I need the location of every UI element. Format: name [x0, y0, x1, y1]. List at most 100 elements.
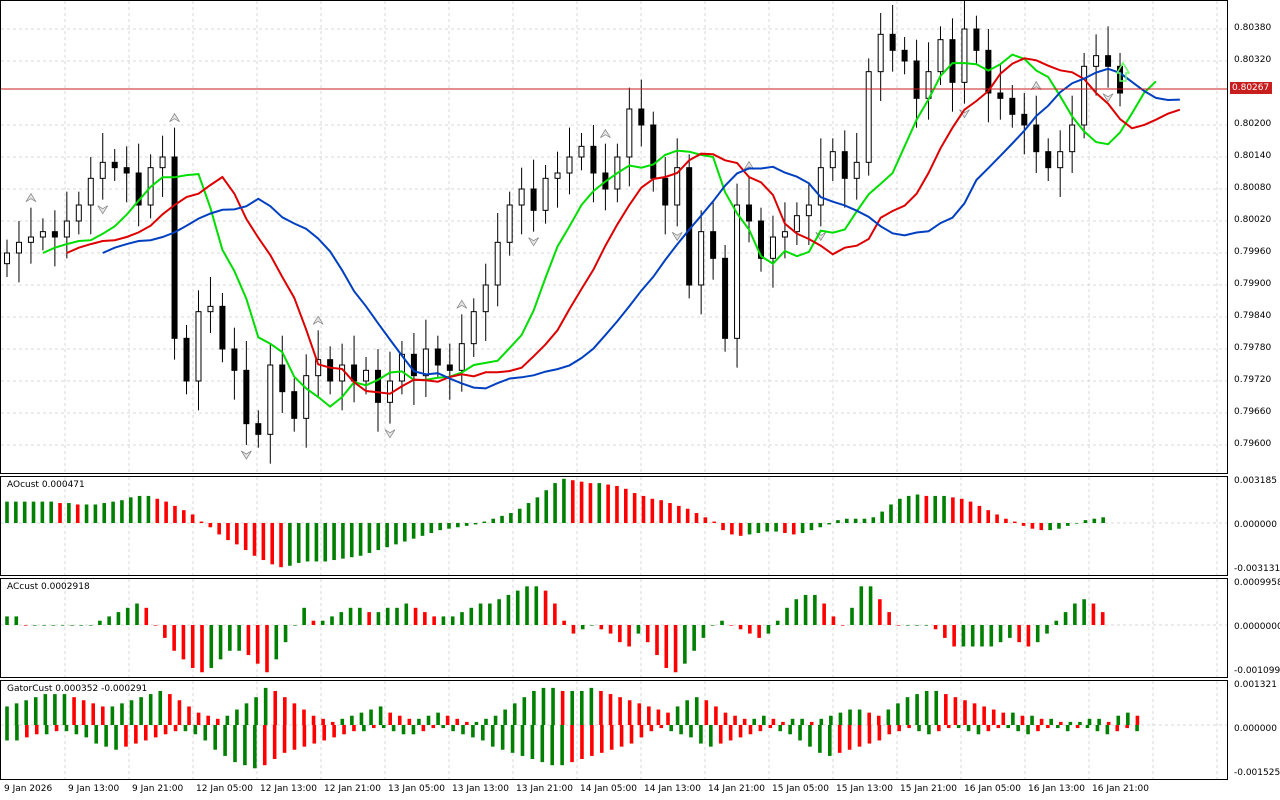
candle-body	[662, 177, 669, 206]
candle-body	[446, 364, 453, 371]
gator-bar	[530, 725, 535, 760]
gator-bar	[53, 694, 57, 725]
gator-bar	[62, 694, 67, 725]
gator-bar	[679, 725, 683, 735]
gator-bar	[388, 712, 392, 725]
histogram-bar	[747, 523, 752, 535]
gator-bar	[24, 700, 28, 725]
histogram-bar	[599, 625, 604, 630]
histogram-bar	[200, 625, 204, 673]
gator-bar	[771, 718, 776, 725]
histogram-bar	[164, 501, 168, 523]
gator-bar	[532, 690, 536, 725]
histogram-bar	[235, 523, 239, 545]
histogram-bar	[924, 495, 929, 523]
candle-body	[4, 252, 10, 265]
time-axis-label: 9 Jan 13:00	[68, 784, 120, 794]
histogram-bar	[385, 607, 390, 625]
gator-pane[interactable]: GatorCust 0.000352 -0.000291	[0, 680, 1228, 780]
histogram-bar	[429, 523, 434, 533]
histogram-bar	[432, 616, 436, 625]
histogram-bar	[668, 503, 672, 523]
gator-bar	[1058, 721, 1063, 725]
histogram-bar	[692, 625, 696, 651]
mid-ma-line	[66, 57, 1181, 395]
gator-bar	[1125, 725, 1129, 729]
fractal-arrow	[1030, 80, 1042, 91]
candle-body	[626, 108, 633, 158]
gator-bar	[781, 721, 785, 725]
histogram-bar	[765, 523, 770, 532]
histogram-bar	[783, 523, 787, 533]
histogram-bar	[478, 603, 483, 625]
histogram-bar	[237, 625, 241, 651]
candle-body	[267, 364, 274, 435]
histogram-bar	[293, 625, 297, 626]
candle-body	[458, 343, 465, 371]
gator-bar	[193, 725, 198, 735]
price-axis-label: 0.79900	[1234, 279, 1272, 289]
histogram-bar	[859, 586, 864, 625]
gator-bar	[907, 725, 911, 729]
histogram-bar	[898, 498, 902, 523]
histogram-bar	[190, 625, 195, 668]
ao-title: AOcust 0.000471	[7, 480, 85, 490]
histogram-bar	[144, 607, 149, 625]
gator-bar	[417, 718, 421, 725]
gator-bar	[158, 690, 163, 725]
histogram-bar	[588, 483, 593, 523]
gator-bar	[590, 725, 594, 756]
histogram-bar	[977, 505, 982, 523]
gator-bar	[397, 715, 402, 725]
histogram-bar	[413, 607, 418, 625]
histogram-bar	[738, 523, 743, 536]
histogram-bar	[482, 521, 487, 523]
histogram-bar	[685, 508, 690, 523]
gator-bar	[34, 725, 39, 735]
gator-bar	[484, 718, 488, 725]
gator-bar	[848, 709, 852, 725]
histogram-bar	[535, 497, 540, 523]
fractal-arrow	[384, 429, 396, 439]
time-axis-label: 14 Jan 05:00	[580, 784, 637, 794]
gator-bar	[818, 725, 822, 753]
histogram-bar	[460, 612, 464, 625]
histogram-bar	[23, 625, 28, 626]
histogram-bar	[862, 518, 867, 523]
candle-body	[650, 124, 657, 179]
histogram-bar	[423, 612, 427, 625]
gator-bar	[14, 703, 19, 725]
gator-bar	[1055, 725, 1060, 729]
gator-bar	[322, 725, 327, 741]
candle-body	[279, 364, 286, 393]
histogram-bar	[1066, 523, 1070, 526]
histogram-bar	[302, 607, 306, 625]
candle-body	[698, 231, 705, 286]
ac-pane[interactable]: ACcust 0.0002918	[0, 578, 1228, 678]
ao-pane[interactable]: AOcust 0.000471	[0, 476, 1228, 576]
gator-bar	[718, 725, 723, 744]
histogram-bar	[265, 625, 269, 673]
gator-bar	[510, 725, 515, 753]
candle-body	[554, 172, 561, 179]
fractal-arrow	[600, 128, 611, 139]
fractal-arrow	[1102, 93, 1114, 103]
gator-bar	[350, 715, 354, 725]
histogram-bar	[980, 625, 984, 647]
gator-bar	[153, 725, 158, 738]
histogram-bar	[488, 603, 492, 625]
gator-bar	[1105, 725, 1110, 735]
histogram-bar	[845, 518, 849, 523]
histogram-bar	[720, 620, 724, 625]
gator-bar	[168, 694, 172, 725]
histogram-bar	[942, 495, 946, 523]
main-chart-pane[interactable]	[0, 0, 1228, 474]
fractal-arrow	[25, 192, 37, 203]
ac-histogram	[1, 579, 1227, 677]
gator-bar	[946, 725, 951, 729]
gator-bar	[436, 712, 440, 725]
candle-body	[1057, 151, 1064, 169]
fractal-arrow	[528, 237, 539, 247]
gator-bar	[1011, 712, 1015, 725]
histogram-bar	[1035, 625, 1040, 643]
